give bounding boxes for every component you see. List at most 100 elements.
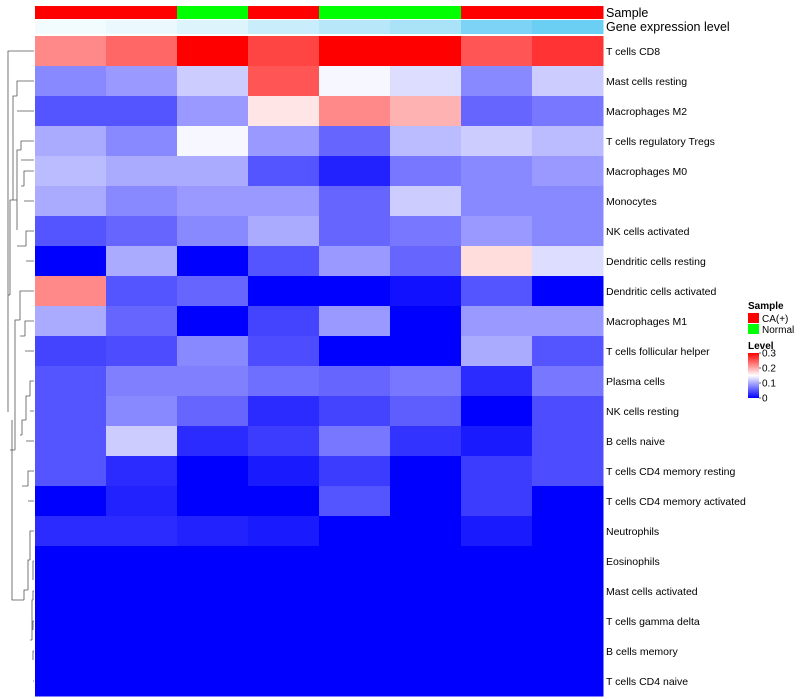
- heatmap-cell: [248, 96, 320, 127]
- heatmap-cell: [35, 486, 107, 517]
- heatmap-cell: [319, 366, 391, 397]
- heatmap-cell: [319, 456, 391, 487]
- row-label: Dendritic cells resting: [606, 256, 706, 268]
- expression-annotation-cell: [248, 20, 320, 34]
- heatmap-cell: [390, 36, 462, 67]
- heatmap-cell: [319, 126, 391, 157]
- heatmap-cell: [532, 246, 604, 277]
- heatmap-cell: [461, 336, 533, 367]
- heatmap-cell: [461, 276, 533, 307]
- heatmap-cell: [35, 456, 107, 487]
- heatmap-cell: [319, 396, 391, 427]
- heatmap-cell: [106, 336, 178, 367]
- expression-annotation-cell: [532, 20, 604, 34]
- heatmap-cell: [35, 546, 107, 577]
- row-label: Macrophages M0: [606, 166, 687, 178]
- heatmap-cell: [248, 36, 320, 67]
- heatmap-cell: [461, 666, 533, 697]
- heatmap-cell: [177, 336, 249, 367]
- heatmap-cell: [177, 456, 249, 487]
- row-label: T cells CD8: [606, 46, 660, 58]
- row-labels: T cells CD8 Mast cells resting Macrophages…: [606, 46, 746, 688]
- heatmap-cell: [390, 66, 462, 97]
- expression-annotation-cell: [106, 20, 178, 34]
- row-label: B cells memory: [606, 646, 679, 658]
- heatmap-cell: [177, 516, 249, 547]
- heatmap-cell: [461, 66, 533, 97]
- heatmap-cell: [177, 426, 249, 457]
- heatmap-cell: [461, 156, 533, 187]
- heatmap-cell: [106, 666, 178, 697]
- heatmap-cell: [106, 486, 178, 517]
- sample-annotation-bar: [35, 6, 604, 19]
- heatmap-cell: [532, 576, 604, 607]
- heatmap-cell: [248, 306, 320, 337]
- row-label: Dendritic cells activated: [606, 286, 716, 298]
- row-label: NK cells activated: [606, 226, 690, 238]
- heatmap-cell: [390, 486, 462, 517]
- heatmap-cell: [461, 216, 533, 247]
- heatmap-cell: [319, 426, 391, 457]
- expression-annotation-cell: [319, 20, 391, 34]
- heatmap-cell: [248, 516, 320, 547]
- heatmap-cell: [106, 246, 178, 277]
- heatmap-cells: [35, 36, 604, 697]
- heatmap-cell: [35, 36, 107, 67]
- legend-tick-label: 0.1: [762, 379, 776, 390]
- heatmap-cell: [35, 246, 107, 277]
- heatmap-cell: [390, 246, 462, 277]
- heatmap-cell: [461, 306, 533, 337]
- heatmap-cell: [177, 186, 249, 217]
- heatmap-cell: [532, 306, 604, 337]
- heatmap-cell: [532, 276, 604, 307]
- heatmap-cell: [390, 366, 462, 397]
- heatmap-cell: [319, 336, 391, 367]
- expression-annotation-cell: [390, 20, 462, 34]
- heatmap-cell: [532, 456, 604, 487]
- heatmap-cell: [177, 306, 249, 337]
- sample-annotation-cell: [106, 6, 178, 19]
- row-label: Eosinophils: [606, 556, 660, 568]
- row-label: Mast cells resting: [606, 76, 687, 88]
- heatmap-cell: [35, 516, 107, 547]
- heatmap-cell: [319, 666, 391, 697]
- row-label: NK cells resting: [606, 406, 679, 418]
- heatmap-cell: [461, 246, 533, 277]
- heatmap-cell: [35, 216, 107, 247]
- legend-level-title: Level: [748, 341, 774, 352]
- heatmap-cell: [390, 426, 462, 457]
- heatmap-cell: [390, 276, 462, 307]
- heatmap-cell: [319, 276, 391, 307]
- sample-annotation-cell: [390, 6, 462, 19]
- heatmap-cell: [177, 36, 249, 67]
- heatmap-cell: [177, 546, 249, 577]
- heatmap-cell: [177, 216, 249, 247]
- heatmap-cell: [248, 396, 320, 427]
- heatmap-cell: [106, 156, 178, 187]
- heatmap-cell: [248, 636, 320, 667]
- heatmap-cell: [35, 396, 107, 427]
- heatmap-cell: [319, 636, 391, 667]
- heatmap-cell: [319, 156, 391, 187]
- heatmap-cell: [106, 366, 178, 397]
- sample-annotation-cell: [319, 6, 391, 19]
- heatmap-cell: [177, 246, 249, 277]
- heatmap-cell: [532, 486, 604, 517]
- heatmap-cell: [177, 156, 249, 187]
- heatmap-cell: [461, 486, 533, 517]
- sample-annotation-label: Sample: [606, 6, 648, 20]
- sample-annotation-cell: [532, 6, 604, 19]
- heatmap-cell: [35, 366, 107, 397]
- heatmap-cell: [532, 666, 604, 697]
- heatmap-cell: [390, 456, 462, 487]
- heatmap-cell: [248, 456, 320, 487]
- heatmap-cell: [319, 306, 391, 337]
- heatmap-cell: [106, 186, 178, 217]
- heatmap-cell: [390, 636, 462, 667]
- expression-annotation-cell: [35, 20, 107, 34]
- row-label: T cells CD4 memory resting: [606, 466, 735, 478]
- heatmap-cell: [532, 546, 604, 577]
- heatmap-cell: [461, 366, 533, 397]
- heatmap-cell: [532, 336, 604, 367]
